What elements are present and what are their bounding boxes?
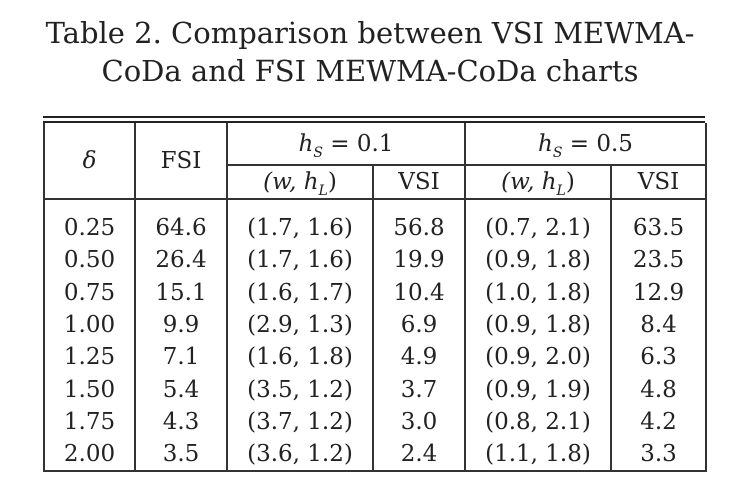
cell-vsi-hs01: 6.9 (373, 308, 466, 342)
cell-vsi-hs05: 4.2 (611, 405, 707, 439)
cell-vsi-hs05: 23.5 (611, 244, 707, 277)
header-group-hs-0.1: hS = 0.1 (227, 123, 466, 166)
cell-vsi-hs05: 8.4 (611, 308, 707, 342)
cell-wh-hs05: (0.9, 2.0) (465, 341, 612, 374)
cell-wh-hs01: (1.7, 1.6) (227, 244, 374, 277)
cell-vsi-hs01: 4.9 (373, 341, 466, 374)
top-rule (43, 116, 705, 118)
header-separator-gap (43, 198, 707, 212)
cell-wh-hs05: (0.9, 1.9) (465, 373, 612, 406)
cell-vsi-hs01: 19.9 (373, 244, 466, 277)
cell-vsi-hs05: 63.5 (611, 212, 707, 245)
cell-vsi-hs01: 3.7 (373, 373, 466, 406)
table-row: 1.25 7.1 (1.6, 1.8) 4.9 (0.9, 2.0) 6.3 (43, 341, 707, 374)
cell-fsi: 3.5 (135, 438, 228, 473)
table-row: 2.00 3.5 (3.6, 1.2) 2.4 (1.1, 1.8) 3.3 (43, 438, 707, 473)
cell-vsi-hs05: 3.3 (611, 438, 707, 473)
cell-vsi-hs05: 4.8 (611, 373, 707, 406)
cell-wh-hs05: (0.9, 1.8) (465, 308, 612, 342)
cell-fsi: 26.4 (135, 244, 228, 277)
table-row: 0.50 26.4 (1.7, 1.6) 19.9 (0.9, 1.8) 23.5 (43, 244, 707, 277)
header-vsi-1: VSI (373, 165, 466, 199)
table-row: 1.00 9.9 (2.9, 1.3) 6.9 (0.9, 1.8) 8.4 (43, 308, 707, 342)
table-row: 1.75 4.3 (3.7, 1.2) 3.0 (0.8, 2.1) 4.2 (43, 405, 707, 439)
cell-fsi: 5.4 (135, 373, 228, 406)
cell-delta: 1.00 (43, 308, 136, 342)
cell-delta: 0.75 (43, 276, 136, 309)
top-rule-inner (43, 121, 705, 123)
cell-wh-hs05: (1.1, 1.8) (465, 438, 612, 473)
cell-wh-hs05: (0.7, 2.1) (465, 212, 612, 245)
header-fsi: FSI (135, 123, 228, 199)
cell-wh-hs01: (1.6, 1.8) (227, 341, 374, 374)
header-vsi-2: VSI (611, 165, 707, 199)
header-wh-1: (w, hL) (227, 165, 374, 199)
cell-delta: 2.00 (43, 438, 136, 473)
table-row: 0.75 15.1 (1.6, 1.7) 10.4 (1.0, 1.8) 12.9 (43, 276, 707, 309)
cell-vsi-hs01: 10.4 (373, 276, 466, 309)
cell-vsi-hs05: 12.9 (611, 276, 707, 309)
cell-delta: 0.50 (43, 244, 136, 277)
cell-fsi: 64.6 (135, 212, 228, 245)
cell-vsi-hs01: 56.8 (373, 212, 466, 245)
cell-vsi-hs01: 3.0 (373, 405, 466, 439)
table-row: 1.50 5.4 (3.5, 1.2) 3.7 (0.9, 1.9) 4.8 (43, 373, 707, 406)
cell-delta: 1.50 (43, 373, 136, 406)
cell-fsi: 7.1 (135, 341, 228, 374)
cell-wh-hs05: (0.9, 1.8) (465, 244, 612, 277)
cell-delta: 1.75 (43, 405, 136, 439)
cell-vsi-hs01: 2.4 (373, 438, 466, 473)
caption-line-2: CoDa and FSI MEWMA-CoDa charts (101, 54, 639, 88)
header-delta: δ (43, 123, 136, 199)
table-body: δ FSI hS = 0.1 hS = 0.5 (w, hL) VSI (w, … (43, 123, 707, 473)
caption-line-1: Table 2. Comparison between VSI MEWMA- (45, 16, 695, 50)
cell-fsi: 15.1 (135, 276, 228, 309)
cell-fsi: 9.9 (135, 308, 228, 342)
cell-vsi-hs05: 6.3 (611, 341, 707, 374)
cell-wh-hs01: (2.9, 1.3) (227, 308, 374, 342)
table-caption: Table 2. Comparison between VSI MEWMA- C… (0, 14, 740, 90)
cell-wh-hs01: (3.7, 1.2) (227, 405, 374, 439)
cell-wh-hs01: (3.6, 1.2) (227, 438, 374, 473)
cell-fsi: 4.3 (135, 405, 228, 439)
cell-wh-hs01: (3.5, 1.2) (227, 373, 374, 406)
header-group-hs-0.5: hS = 0.5 (465, 123, 707, 166)
cell-delta: 0.25 (43, 212, 136, 245)
cell-wh-hs01: (1.7, 1.6) (227, 212, 374, 245)
cell-wh-hs05: (1.0, 1.8) (465, 276, 612, 309)
table-row: 0.25 64.6 (1.7, 1.6) 56.8 (0.7, 2.1) 63.5 (43, 212, 707, 245)
cell-wh-hs01: (1.6, 1.7) (227, 276, 374, 309)
cell-wh-hs05: (0.8, 2.1) (465, 405, 612, 439)
header-wh-2: (w, hL) (465, 165, 612, 199)
cell-delta: 1.25 (43, 341, 136, 374)
